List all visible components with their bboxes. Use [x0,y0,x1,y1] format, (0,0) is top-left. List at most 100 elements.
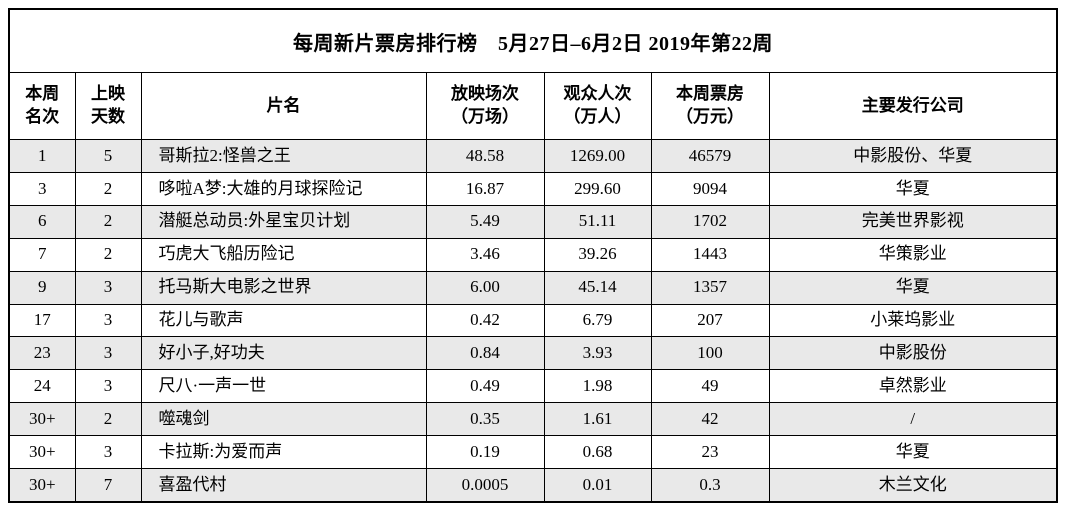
cell-audience: 0.01 [543,468,652,503]
cell-audience: 1.98 [543,369,652,404]
cell-days: 3 [74,369,142,404]
cell-box_office: 207 [650,303,770,338]
cell-days: 3 [74,270,142,305]
cell-screenings: 0.35 [425,402,545,437]
table-row: 9 3 托马斯大电影之世界 6.00 45.14 1357 华夏 [8,270,1058,305]
cell-audience: 6.79 [543,303,652,338]
cell-distributor: 小莱坞影业 [768,303,1058,338]
cell-distributor: 中影股份、华夏 [768,139,1058,173]
cell-days: 2 [74,171,142,206]
cell-days: 2 [74,204,142,239]
column-header-days: 上映 天数 [74,72,142,140]
cell-rank: 1 [8,139,76,173]
cell-title: 哆啦A梦:大雄的月球探险记 [140,171,427,206]
cell-rank: 24 [8,369,76,404]
cell-title: 噬魂剑 [140,402,427,437]
cell-box_office: 42 [650,402,770,437]
cell-audience: 0.68 [543,435,652,470]
cell-title: 巧虎大飞船历险记 [140,237,427,272]
cell-screenings: 0.0005 [425,468,545,503]
cell-days: 7 [74,468,142,503]
cell-distributor: 木兰文化 [768,468,1058,503]
column-header-distributor: 主要发行公司 [768,72,1058,140]
cell-distributor: / [768,402,1058,437]
cell-audience: 45.14 [543,270,652,305]
cell-screenings: 0.42 [425,303,545,338]
cell-title: 哥斯拉2:怪兽之王 [140,139,427,173]
table-row: 1 5 哥斯拉2:怪兽之王 48.58 1269.00 46579 中影股份、华夏 [8,139,1058,173]
table-row: 3 2 哆啦A梦:大雄的月球探险记 16.87 299.60 9094 华夏 [8,171,1058,206]
cell-screenings: 16.87 [425,171,545,206]
cell-rank: 9 [8,270,76,305]
table-body: 1 5 哥斯拉2:怪兽之王 48.58 1269.00 46579 中影股份、华夏 3 2 哆啦A… [8,139,1058,503]
cell-box_office: 1357 [650,270,770,305]
cell-box_office: 0.3 [650,468,770,503]
table-row: 7 2 巧虎大飞船历险记 3.46 39.26 1443 华策影业 [8,237,1058,272]
cell-box_office: 46579 [650,139,770,173]
cell-box_office: 23 [650,435,770,470]
cell-rank: 30+ [8,468,76,503]
cell-rank: 17 [8,303,76,338]
column-header-screenings: 放映场次 （万场） [425,72,545,140]
cell-screenings: 0.84 [425,336,545,371]
column-header-rank: 本周 名次 [8,72,76,140]
cell-days: 2 [74,237,142,272]
table-title-row: 每周新片票房排行榜 5月27日–6月2日 2019年第22周 [8,8,1058,73]
cell-screenings: 0.49 [425,369,545,404]
column-header-audience: 观众人次 （万人） [543,72,652,140]
column-header-title: 片名 [140,72,427,140]
column-header-box_office: 本周票房 （万元） [650,72,770,140]
cell-rank: 30+ [8,402,76,437]
cell-box_office: 1443 [650,237,770,272]
cell-days: 3 [74,303,142,338]
table-row: 23 3 好小子,好功夫 0.84 3.93 100 中影股份 [8,336,1058,371]
cell-title: 尺八·一声一世 [140,369,427,404]
cell-title: 喜盈代村 [140,468,427,503]
cell-box_office: 100 [650,336,770,371]
cell-days: 5 [74,139,142,173]
cell-title: 好小子,好功夫 [140,336,427,371]
cell-distributor: 华夏 [768,171,1058,206]
table-title: 每周新片票房排行榜 5月27日–6月2日 2019年第22周 [8,8,1058,73]
cell-title: 潜艇总动员:外星宝贝计划 [140,204,427,239]
cell-box_office: 9094 [650,171,770,206]
cell-title: 卡拉斯:为爱而声 [140,435,427,470]
cell-box_office: 49 [650,369,770,404]
cell-audience: 1269.00 [543,139,652,173]
table-row: 30+ 7 喜盈代村 0.0005 0.01 0.3 木兰文化 [8,468,1058,503]
cell-rank: 30+ [8,435,76,470]
cell-screenings: 48.58 [425,139,545,173]
cell-rank: 7 [8,237,76,272]
table-header-row: 本周 名次 上映 天数 片名 放映场次 （万场） 观众人次 （万人） 本周票房 （万元）主… [8,72,1058,140]
cell-distributor: 中影股份 [768,336,1058,371]
cell-rank: 6 [8,204,76,239]
cell-box_office: 1702 [650,204,770,239]
cell-audience: 299.60 [543,171,652,206]
cell-audience: 1.61 [543,402,652,437]
cell-rank: 3 [8,171,76,206]
cell-days: 3 [74,435,142,470]
table-row: 17 3 花儿与歌声 0.42 6.79 207 小莱坞影业 [8,303,1058,338]
cell-rank: 23 [8,336,76,371]
cell-screenings: 6.00 [425,270,545,305]
cell-audience: 3.93 [543,336,652,371]
cell-distributor: 完美世界影视 [768,204,1058,239]
cell-title: 托马斯大电影之世界 [140,270,427,305]
table-row: 6 2 潜艇总动员:外星宝贝计划 5.49 51.11 1702 完美世界影视 [8,204,1058,239]
cell-audience: 39.26 [543,237,652,272]
table-row: 30+ 3 卡拉斯:为爱而声 0.19 0.68 23 华夏 [8,435,1058,470]
cell-audience: 51.11 [543,204,652,239]
cell-distributor: 华夏 [768,270,1058,305]
weekly-box-office-table: 每周新片票房排行榜 5月27日–6月2日 2019年第22周 本周 名次 上映 天… [8,8,1059,503]
cell-days: 3 [74,336,142,371]
table-row: 24 3 尺八·一声一世 0.49 1.98 49 卓然影业 [8,369,1058,404]
cell-screenings: 0.19 [425,435,545,470]
cell-days: 2 [74,402,142,437]
cell-distributor: 卓然影业 [768,369,1058,404]
cell-distributor: 华夏 [768,435,1058,470]
table-row: 30+ 2 噬魂剑 0.35 1.61 42/ [8,402,1058,437]
cell-screenings: 3.46 [425,237,545,272]
cell-distributor: 华策影业 [768,237,1058,272]
cell-screenings: 5.49 [425,204,545,239]
